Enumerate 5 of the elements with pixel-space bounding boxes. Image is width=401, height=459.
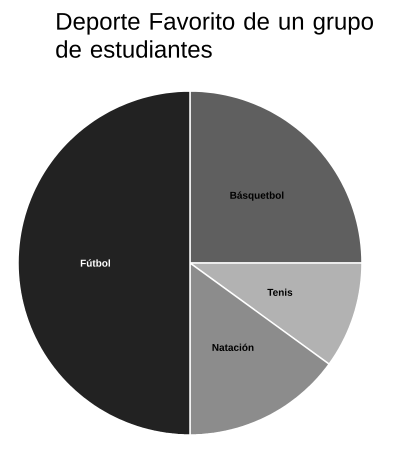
slice-label: Fútbol [80, 259, 110, 267]
slice-label: Básquetbol [230, 191, 284, 201]
slice-label: Tenis [267, 288, 292, 296]
chart-title: Deporte Favorito de un grupo de estudiantes [56, 12, 373, 58]
slice-label: Natación [212, 344, 254, 352]
